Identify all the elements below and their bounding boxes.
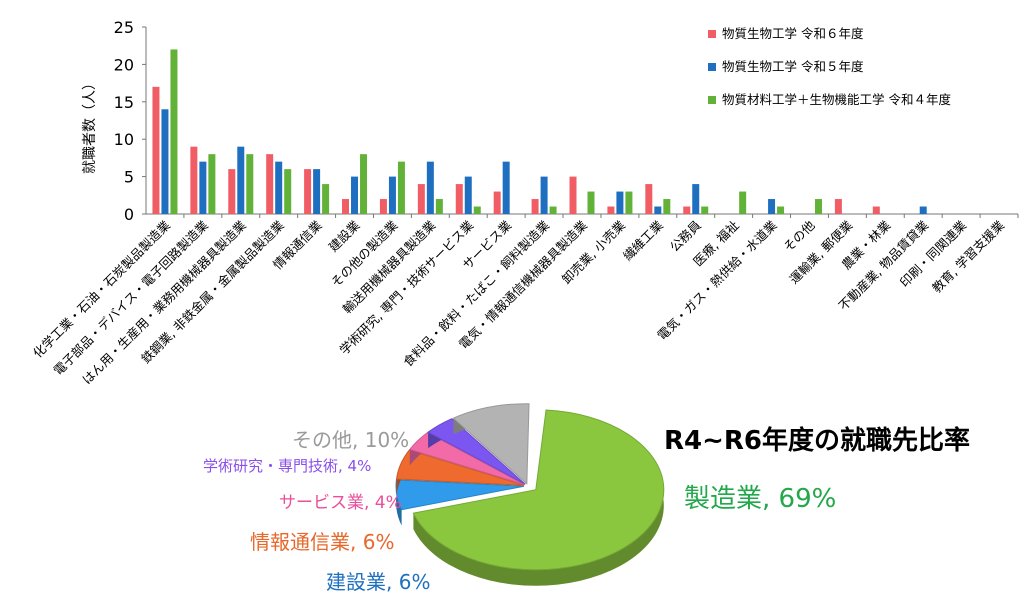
bar xyxy=(654,206,662,214)
y-tick-label: 25 xyxy=(114,18,134,37)
bar xyxy=(645,184,653,214)
pie-slice-label: 情報通信業, 6% xyxy=(250,530,395,554)
y-tick-label: 5 xyxy=(124,168,134,187)
bar-chart-axes xyxy=(142,26,1019,218)
pie-slice xyxy=(412,409,665,586)
legend-swatch xyxy=(708,63,716,71)
pie-chart-title: R4~R6年度の就職先比率 xyxy=(664,426,971,456)
y-axis-label: 就職者数（人） xyxy=(82,76,98,174)
bar xyxy=(208,154,216,214)
bar xyxy=(531,199,539,214)
bar xyxy=(313,169,321,214)
bar xyxy=(342,199,350,214)
bar xyxy=(834,199,842,214)
bar xyxy=(549,206,557,214)
y-tick-label: 10 xyxy=(114,130,134,149)
bar xyxy=(351,176,359,214)
bar xyxy=(872,206,880,214)
pie-slice xyxy=(408,432,525,486)
bar xyxy=(266,154,274,214)
pie-slice xyxy=(452,403,530,485)
bar xyxy=(464,176,472,214)
y-tick-label: 20 xyxy=(114,55,134,74)
bar xyxy=(360,154,368,214)
bar xyxy=(502,161,510,214)
bar xyxy=(284,169,292,214)
bar xyxy=(473,206,481,214)
legend-label: 物質生物工学 令和６年度 xyxy=(722,26,864,41)
bar xyxy=(569,176,577,214)
bar xyxy=(275,161,283,214)
bar xyxy=(493,191,501,214)
pie-slice-label: 製造業, 69% xyxy=(684,484,837,514)
bar xyxy=(663,199,671,214)
bar xyxy=(379,199,387,214)
pie-slice xyxy=(395,479,525,526)
bar xyxy=(692,184,700,214)
legend-label: 物質生物工学 令和５年度 xyxy=(722,59,864,74)
bar xyxy=(455,184,463,214)
bar xyxy=(768,199,776,214)
legend-swatch xyxy=(708,30,716,38)
legend-label: 物質材料工学＋生物機能工学 令和４年度 xyxy=(722,92,951,107)
bar xyxy=(777,206,785,214)
y-tick-label: 0 xyxy=(124,205,134,224)
legend-swatch xyxy=(708,96,716,104)
y-tick-label: 15 xyxy=(114,93,134,112)
pie-slice-label: サービス業, 4% xyxy=(279,493,402,513)
bar xyxy=(616,191,624,214)
bar xyxy=(919,206,927,214)
bar xyxy=(587,191,595,214)
bar xyxy=(435,199,443,214)
pie-slice xyxy=(427,418,526,485)
pie-slice xyxy=(395,449,525,495)
bar xyxy=(388,176,396,214)
bar xyxy=(170,49,178,214)
bar xyxy=(625,191,633,214)
bar xyxy=(417,184,425,214)
bar xyxy=(814,199,822,214)
bar xyxy=(607,206,615,214)
bar xyxy=(701,206,709,214)
bar-chart: 0510152025化学工業・石油・石炭製品製造業電子部品・デバイス・電子回路製… xyxy=(30,18,1019,387)
bar xyxy=(161,109,169,214)
pie-slice-label: 学術研究・専門技術, 4% xyxy=(203,457,372,475)
bar xyxy=(304,169,312,214)
bar xyxy=(397,161,405,214)
bar xyxy=(152,86,160,214)
bar-chart-bars xyxy=(152,49,927,214)
bar xyxy=(540,176,548,214)
bar xyxy=(683,206,691,214)
pie-slice-label: その他, 10% xyxy=(292,428,410,452)
bar xyxy=(322,184,330,214)
bar xyxy=(190,146,198,214)
bar xyxy=(228,169,236,214)
bar xyxy=(237,146,245,214)
bar xyxy=(426,161,434,214)
bar xyxy=(199,161,207,214)
bar xyxy=(246,154,254,214)
bar xyxy=(739,191,747,214)
pie-slice-label: 建設業, 6% xyxy=(326,570,431,594)
